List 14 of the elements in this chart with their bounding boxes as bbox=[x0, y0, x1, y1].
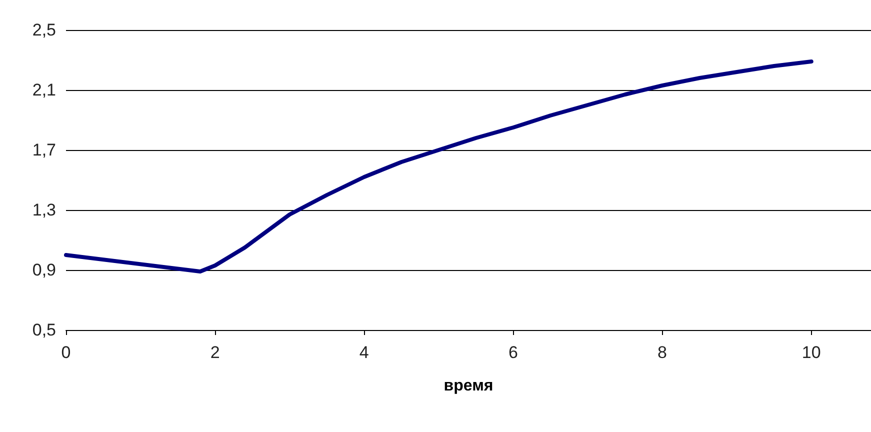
y-tick-label: 1,3 bbox=[32, 200, 56, 220]
x-tick-label: 0 bbox=[61, 343, 71, 362]
x-axis-title: время bbox=[444, 378, 494, 394]
x-tick-label: 4 bbox=[359, 343, 369, 362]
y-tick-label: 0,9 bbox=[32, 260, 56, 280]
x-tick-label: 6 bbox=[508, 343, 518, 362]
x-tick-label: 8 bbox=[658, 343, 668, 362]
y-tick-label: 0,5 bbox=[32, 320, 56, 340]
x-tick-label: 10 bbox=[802, 343, 821, 362]
x-tick-label: 2 bbox=[210, 343, 220, 362]
line-series bbox=[64, 60, 814, 274]
y-tick-label: 1,7 bbox=[32, 140, 56, 160]
y-tick-label: 2,5 bbox=[32, 20, 56, 40]
y-tick-label: 2,1 bbox=[32, 80, 56, 100]
